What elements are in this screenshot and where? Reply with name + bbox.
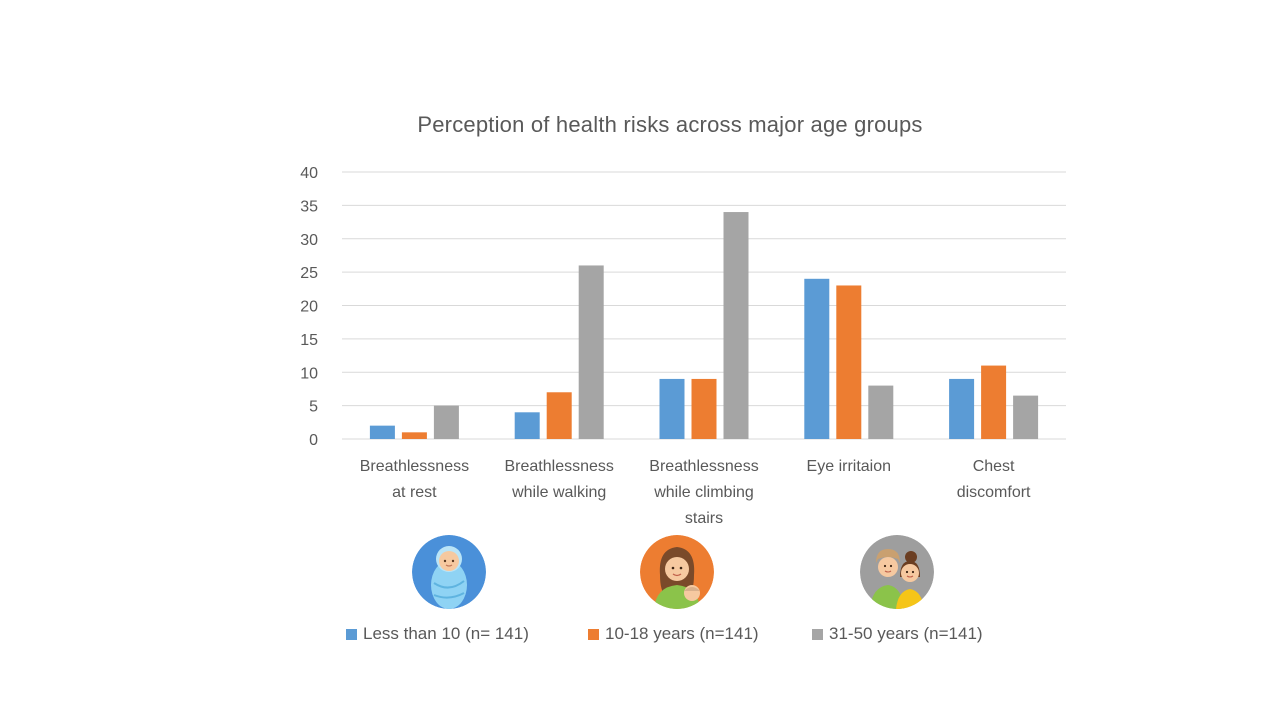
x-category-line: stairs bbox=[685, 510, 723, 527]
x-category-line: Chest bbox=[973, 458, 1015, 475]
bar-series-2-cat-2 bbox=[723, 212, 749, 439]
x-category-label: Breathlessness while climbing stairs bbox=[649, 458, 758, 527]
legend-swatch bbox=[812, 628, 823, 640]
bar-series-2-cat-3 bbox=[868, 385, 894, 439]
y-axis-ticks: 0 5 10 15 20 25 30 35 40 bbox=[300, 165, 318, 449]
x-category-line: Eye irritaion bbox=[807, 458, 891, 475]
y-tick-label: 10 bbox=[300, 365, 318, 382]
x-category-line: at rest bbox=[392, 484, 437, 501]
bar-series-1-cat-1 bbox=[546, 392, 572, 439]
legend-item-series-1: 10-18 years (n=141) bbox=[588, 624, 759, 644]
bar-series-0-cat-1 bbox=[514, 412, 540, 439]
legend-item-series-0: Less than 10 (n= 141) bbox=[346, 624, 529, 644]
chart-title: Perception of health risks across major … bbox=[417, 112, 923, 137]
legend-item-series-2: 31-50 years (n=141) bbox=[812, 624, 983, 644]
baby-icon bbox=[412, 535, 486, 609]
bar-series-2-cat-1 bbox=[578, 265, 604, 439]
bar-series-0-cat-3 bbox=[804, 278, 830, 439]
x-category-label: Eye irritaion bbox=[807, 458, 891, 475]
bar-series-1-cat-0 bbox=[401, 432, 427, 439]
y-tick-label: 30 bbox=[300, 232, 318, 249]
y-tick-label: 25 bbox=[300, 265, 318, 282]
bar-series-1-cat-3 bbox=[836, 285, 862, 439]
legend-label: Less than 10 (n= 141) bbox=[363, 624, 529, 643]
x-category-line: while walking bbox=[511, 484, 606, 501]
legend-swatch bbox=[346, 628, 357, 640]
y-tick-label: 20 bbox=[300, 299, 318, 316]
y-tick-label: 40 bbox=[300, 165, 318, 182]
bar-series-1-cat-2 bbox=[691, 378, 717, 439]
x-category-line: Breathlessness bbox=[505, 458, 614, 475]
y-tick-label: 15 bbox=[300, 332, 318, 349]
mother-child-icon bbox=[640, 535, 714, 609]
x-category-line: Breathlessness bbox=[649, 458, 758, 475]
x-axis-categories: Breathlessness at rest Breathlessness while… bbox=[360, 458, 1031, 527]
bars bbox=[369, 212, 1039, 439]
legend-label: 10-18 years (n=141) bbox=[605, 624, 759, 643]
bar-series-0-cat-2 bbox=[659, 378, 685, 439]
x-category-label: Chest discomfort bbox=[957, 458, 1031, 501]
bar-series-0-cat-4 bbox=[949, 378, 975, 439]
y-tick-label: 35 bbox=[300, 198, 318, 215]
bar-series-2-cat-0 bbox=[433, 405, 459, 439]
chart-legend: Less than 10 (n= 141) 10-18 years (n=141… bbox=[0, 624, 1280, 648]
y-tick-label: 5 bbox=[309, 399, 318, 416]
x-category-line: discomfort bbox=[957, 484, 1031, 501]
bar-series-0-cat-0 bbox=[369, 425, 395, 439]
x-category-label: Breathlessness at rest bbox=[360, 458, 469, 501]
x-category-line: while climbing bbox=[653, 484, 754, 501]
legend-swatch bbox=[588, 628, 599, 640]
legend-label: 31-50 years (n=141) bbox=[829, 624, 983, 643]
x-category-line: Breathlessness bbox=[360, 458, 469, 475]
couple-icon bbox=[860, 535, 934, 609]
bar-series-2-cat-4 bbox=[1013, 395, 1039, 439]
y-tick-label: 0 bbox=[309, 432, 318, 449]
x-category-label: Breathlessness while walking bbox=[505, 458, 614, 501]
bar-series-1-cat-4 bbox=[981, 365, 1007, 439]
